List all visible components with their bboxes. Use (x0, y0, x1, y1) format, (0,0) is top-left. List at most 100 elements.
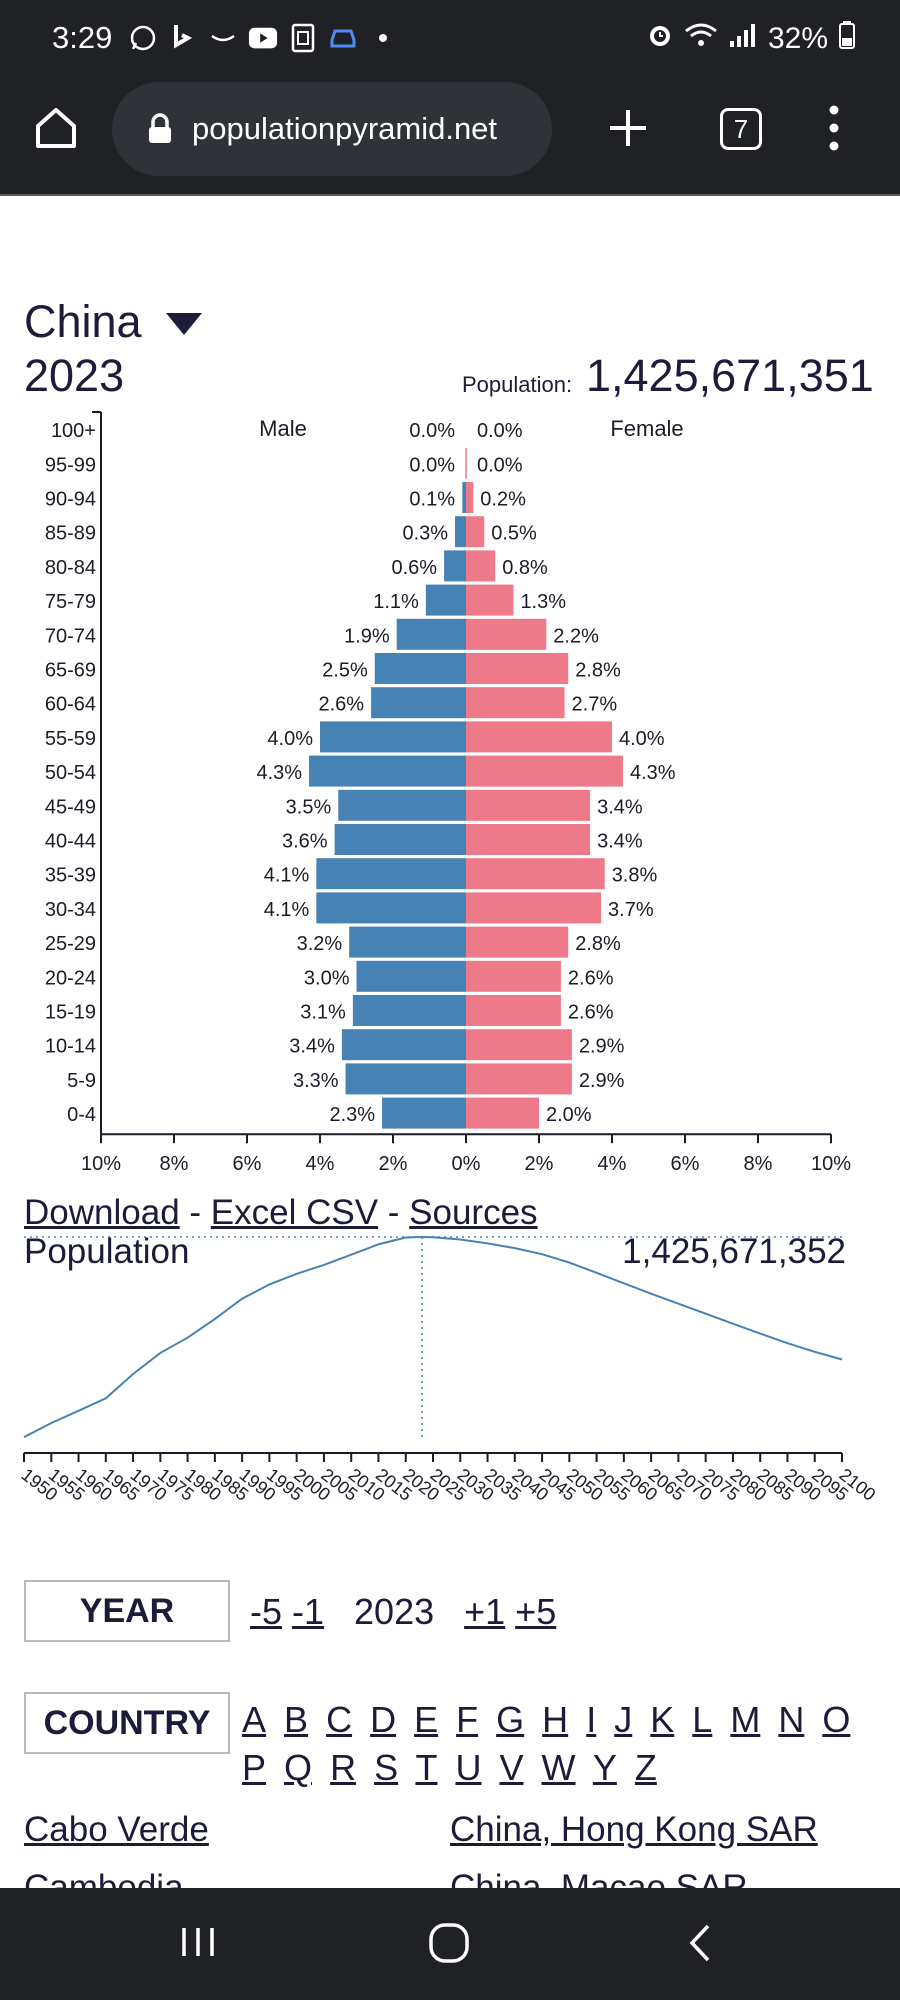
male-value-label: 3.0% (304, 967, 350, 989)
female-value-label: 3.4% (597, 831, 643, 853)
pyramid-age-label: 25-29 (45, 933, 96, 955)
year-minus-1-link[interactable]: -1 (292, 1591, 325, 1632)
pyramid-age-label: 95-99 (45, 454, 96, 476)
letter-link-g[interactable]: G (496, 1699, 525, 1740)
male-bar (334, 824, 466, 855)
male-bar (352, 995, 466, 1026)
back-icon[interactable] (686, 1922, 714, 1969)
tab-switcher-button[interactable]: 7 (720, 108, 762, 150)
letter-link-n[interactable]: N (778, 1699, 805, 1740)
download-link[interactable]: Download (24, 1193, 180, 1232)
address-bar[interactable]: populationpyramid.net (112, 82, 552, 176)
pyramid-age-label: 40-44 (45, 831, 96, 853)
female-value-label: 2.8% (575, 660, 621, 682)
pyramid-x-tick-label: 2% (525, 1153, 554, 1170)
letter-link-u[interactable]: U (455, 1747, 482, 1788)
pyramid-age-label: 85-89 (45, 523, 96, 545)
lock-icon (146, 113, 174, 145)
population-trend-line (23, 1235, 843, 1438)
country-link-cabo-verde[interactable]: Cabo Verde (24, 1810, 209, 1849)
male-bar (341, 1029, 466, 1061)
letter-link-s[interactable]: S (374, 1747, 399, 1788)
country-link-hong-kong[interactable]: China, Hong Kong SAR (450, 1810, 818, 1849)
letter-link-w[interactable]: W (541, 1747, 576, 1788)
letter-link-c[interactable]: C (326, 1699, 353, 1740)
download-links: Download - Excel CSV - Sources (24, 1193, 538, 1233)
male-value-label: 1.1% (373, 591, 419, 613)
female-bar (466, 516, 485, 548)
new-tab-icon[interactable] (604, 104, 652, 152)
more-menu-icon[interactable] (824, 102, 844, 154)
year-minus-5-link[interactable]: -5 (250, 1591, 283, 1632)
dot-icon (368, 23, 398, 53)
pyramid-age-label: 50-54 (45, 762, 96, 784)
pyramid-x-tick-label: 4% (598, 1153, 627, 1170)
year-plus-1-link[interactable]: +1 (464, 1591, 506, 1632)
status-time: 3:29 (52, 20, 113, 55)
letter-link-l[interactable]: L (692, 1699, 713, 1740)
male-series-label: Male (259, 416, 307, 441)
letter-link-f[interactable]: F (456, 1699, 479, 1740)
female-value-label: 2.9% (579, 1070, 625, 1092)
excel-csv-link[interactable]: Excel CSV (210, 1193, 379, 1232)
year-navigation: -5 -1 2023 +1 +5 (250, 1591, 556, 1633)
letter-link-k[interactable]: K (650, 1699, 675, 1740)
pyramid-age-label: 10-14 (45, 1036, 96, 1058)
population-label: Population: (462, 372, 573, 397)
letter-link-e[interactable]: E (414, 1699, 439, 1740)
female-bar (466, 653, 569, 684)
letter-link-y[interactable]: Y (592, 1747, 617, 1788)
letter-link-d[interactable]: D (370, 1699, 397, 1740)
signal-icon (728, 21, 758, 57)
whatsapp-icon (128, 23, 158, 53)
country-selector[interactable]: China (24, 296, 204, 348)
female-value-label: 1.3% (520, 591, 566, 613)
male-value-label: 2.3% (329, 1104, 375, 1126)
female-value-label: 4.3% (630, 762, 676, 784)
letter-link-a[interactable]: A (242, 1699, 267, 1740)
pyramid-age-label: 5-9 (67, 1070, 96, 1092)
country-letter-index: A B C D E F G H I J K L M N O P Q R S T … (242, 1696, 882, 1792)
year-plus-5-link[interactable]: +5 (515, 1591, 557, 1632)
pyramid-x-tick-label: 0% (452, 1153, 481, 1170)
population-trend-chart[interactable]: 1950195519601965197019751980198519901995… (0, 1225, 900, 1525)
male-value-label: 4.1% (264, 899, 310, 921)
pyramid-x-tick-label: 8% (160, 1153, 189, 1170)
male-bar (455, 516, 466, 548)
letter-link-r[interactable]: R (330, 1747, 357, 1788)
male-bar (349, 926, 466, 958)
female-value-label: 0.8% (502, 557, 548, 579)
pyramid-age-label: 45-49 (45, 796, 96, 818)
male-bar (444, 550, 466, 582)
letter-link-q[interactable]: Q (284, 1747, 313, 1788)
male-bar (462, 482, 466, 513)
letter-link-v[interactable]: V (499, 1747, 524, 1788)
letter-link-t[interactable]: T (415, 1747, 438, 1788)
male-value-label: 4.0% (267, 728, 313, 750)
recent-apps-icon[interactable] (180, 1924, 216, 1965)
sources-link[interactable]: Sources (409, 1193, 538, 1232)
female-value-label: 2.6% (568, 967, 614, 989)
letter-link-i[interactable]: I (586, 1699, 597, 1740)
home-icon[interactable] (30, 102, 82, 154)
male-value-label: 3.4% (289, 1036, 335, 1058)
battery-icon (838, 20, 856, 58)
letter-link-o[interactable]: O (822, 1699, 851, 1740)
female-value-label: 3.8% (612, 865, 658, 887)
letter-link-m[interactable]: M (730, 1699, 761, 1740)
letter-link-p[interactable]: P (242, 1747, 267, 1788)
status-bar: 3:29 32% (0, 0, 900, 78)
home-nav-icon[interactable] (428, 1922, 470, 1969)
pyramid-age-label: 0-4 (67, 1104, 96, 1126)
browser-toolbar: populationpyramid.net 7 (0, 78, 900, 196)
female-bar (466, 618, 547, 650)
letter-link-b[interactable]: B (284, 1699, 309, 1740)
female-value-label: 0.0% (477, 454, 523, 476)
pyramid-age-label: 70-74 (45, 625, 96, 647)
female-bar (466, 721, 612, 753)
letter-link-j[interactable]: J (614, 1699, 633, 1740)
letter-link-h[interactable]: H (542, 1699, 569, 1740)
letter-link-z[interactable]: Z (634, 1747, 657, 1788)
female-value-label: 2.6% (568, 1002, 614, 1024)
population-value: 1,425,671,351 (586, 350, 874, 401)
